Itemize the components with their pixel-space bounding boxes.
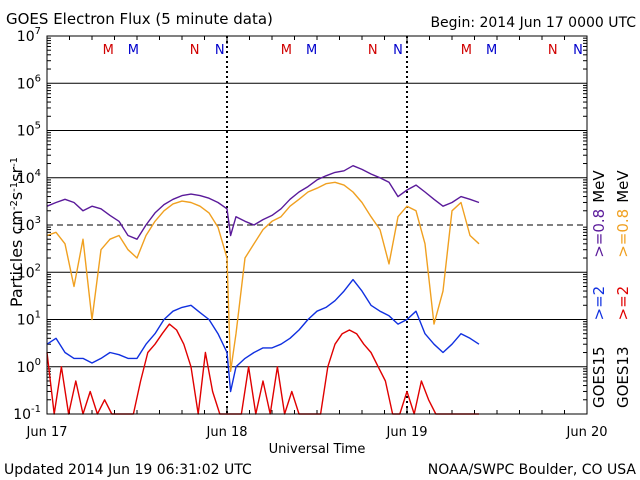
satellite-marker: M bbox=[128, 43, 139, 58]
y-tick-exp: 0 bbox=[35, 357, 41, 368]
series-line-1 bbox=[46, 181, 480, 372]
svg-text:GOES15>=2>=0.8MeV: GOES15 >=2 >=0.8 MeV bbox=[590, 170, 608, 408]
x-tick-label: Jun 18 bbox=[206, 425, 248, 440]
legend-goes15-sat: GOES15 bbox=[590, 346, 608, 408]
y-tick-label: 102 bbox=[17, 262, 41, 281]
satellite-marker: M bbox=[461, 43, 472, 58]
satellite-marker: N bbox=[393, 43, 403, 58]
y-tick-label: 106 bbox=[17, 73, 41, 92]
legend-goes15-08mev: >=0.8 bbox=[590, 209, 608, 258]
y-tick-label: 10-1 bbox=[13, 404, 41, 423]
ylabel-mid1: s bbox=[7, 192, 26, 200]
y-tick-base: 10 bbox=[13, 407, 31, 423]
legend-goes13-08mev: >=0.8 bbox=[614, 209, 632, 258]
satellite-marker: M bbox=[306, 43, 317, 58]
svg-text:GOES13>=2>=0.8MeV: GOES13 >=2 >=0.8 MeV bbox=[614, 170, 632, 408]
ylabel-sup2: -1 bbox=[9, 182, 20, 192]
x-axis-label: Universal Time bbox=[269, 442, 366, 457]
legend-goes15-2mev: >=2 bbox=[590, 286, 608, 321]
y-tick-base: 10 bbox=[17, 218, 35, 234]
series-line-2 bbox=[46, 278, 480, 393]
y-tick-exp: 5 bbox=[35, 121, 41, 132]
gridlines bbox=[46, 36, 588, 414]
y-tick-exp: 7 bbox=[35, 26, 41, 37]
satellite-marker: M bbox=[281, 43, 292, 58]
x-tick-label: Jun 17 bbox=[26, 425, 68, 440]
satellite-marker: M bbox=[103, 43, 114, 58]
updated-timestamp: Updated 2014 Jun 19 06:31:02 UTC bbox=[4, 462, 252, 478]
satellite-marker: N bbox=[573, 43, 583, 58]
y-tick-label: 101 bbox=[17, 310, 41, 329]
ylabel-sup3: -1 bbox=[9, 157, 20, 167]
legend-goes13-sat: GOES13 bbox=[614, 346, 632, 408]
y-tick-base: 10 bbox=[17, 124, 35, 140]
y-tick-label: 100 bbox=[17, 357, 41, 376]
source-credit: NOAA/SWPC Boulder, CO USA bbox=[428, 462, 637, 478]
legend-goes13-2mev: >=2 bbox=[614, 286, 632, 321]
satellite-marker: M bbox=[486, 43, 497, 58]
legend-goes13-unit: MeV bbox=[614, 170, 632, 203]
x-tick-label: Jun 20 bbox=[566, 425, 608, 440]
y-tick-label: 107 bbox=[17, 26, 41, 45]
ylabel-main: Particles cm bbox=[7, 210, 26, 307]
series-line-0 bbox=[46, 164, 480, 240]
plot-frame bbox=[46, 35, 588, 415]
legend-goes13: GOES13 >=2 >=0.8 MeV bbox=[614, 170, 632, 408]
y-tick-base: 10 bbox=[17, 171, 35, 187]
y-tick-base: 10 bbox=[17, 29, 35, 45]
y-tick-label: 105 bbox=[17, 121, 41, 140]
y-tick-base: 10 bbox=[17, 265, 35, 281]
y-tick-label: 103 bbox=[17, 215, 41, 234]
legend-goes15-unit: MeV bbox=[590, 170, 608, 203]
x-tick-labels: Jun 17 Jun 18 Jun 19 Jun 20 bbox=[26, 425, 608, 440]
satellite-marker: N bbox=[548, 43, 558, 58]
y-tick-exp: 2 bbox=[35, 262, 41, 273]
legend-goes15: GOES15 >=2 >=0.8 MeV bbox=[590, 170, 608, 408]
satellite-marker: N bbox=[215, 43, 225, 58]
ylabel-mid2: sr bbox=[7, 167, 26, 182]
y-tick-exp: -1 bbox=[31, 404, 41, 415]
y-tick-base: 10 bbox=[17, 313, 35, 329]
svg-text:Particles cm-2s-1sr-1: Particles cm-2s-1sr-1 bbox=[7, 157, 26, 307]
y-axis-label: Particles cm-2s-1sr-1 bbox=[7, 157, 26, 307]
begin-label: Begin: 2014 Jun 17 0000 UTC bbox=[430, 15, 636, 31]
chart-title: GOES Electron Flux (5 minute data) bbox=[6, 10, 273, 28]
series-layer bbox=[46, 164, 480, 415]
y-tick-exp: 4 bbox=[35, 168, 41, 179]
x-tick-label: Jun 19 bbox=[386, 425, 428, 440]
y-tick-exp: 6 bbox=[35, 73, 41, 84]
ylabel-sup1: -2 bbox=[9, 200, 20, 210]
y-tick-exp: 1 bbox=[35, 310, 41, 321]
satellite-marker: N bbox=[190, 43, 200, 58]
y-tick-base: 10 bbox=[17, 360, 35, 376]
series-line-3 bbox=[46, 323, 479, 415]
y-tick-base: 10 bbox=[17, 76, 35, 92]
y-tick-exp: 3 bbox=[35, 215, 41, 226]
satellite-marker: N bbox=[368, 43, 378, 58]
y-tick-label: 104 bbox=[17, 168, 41, 187]
